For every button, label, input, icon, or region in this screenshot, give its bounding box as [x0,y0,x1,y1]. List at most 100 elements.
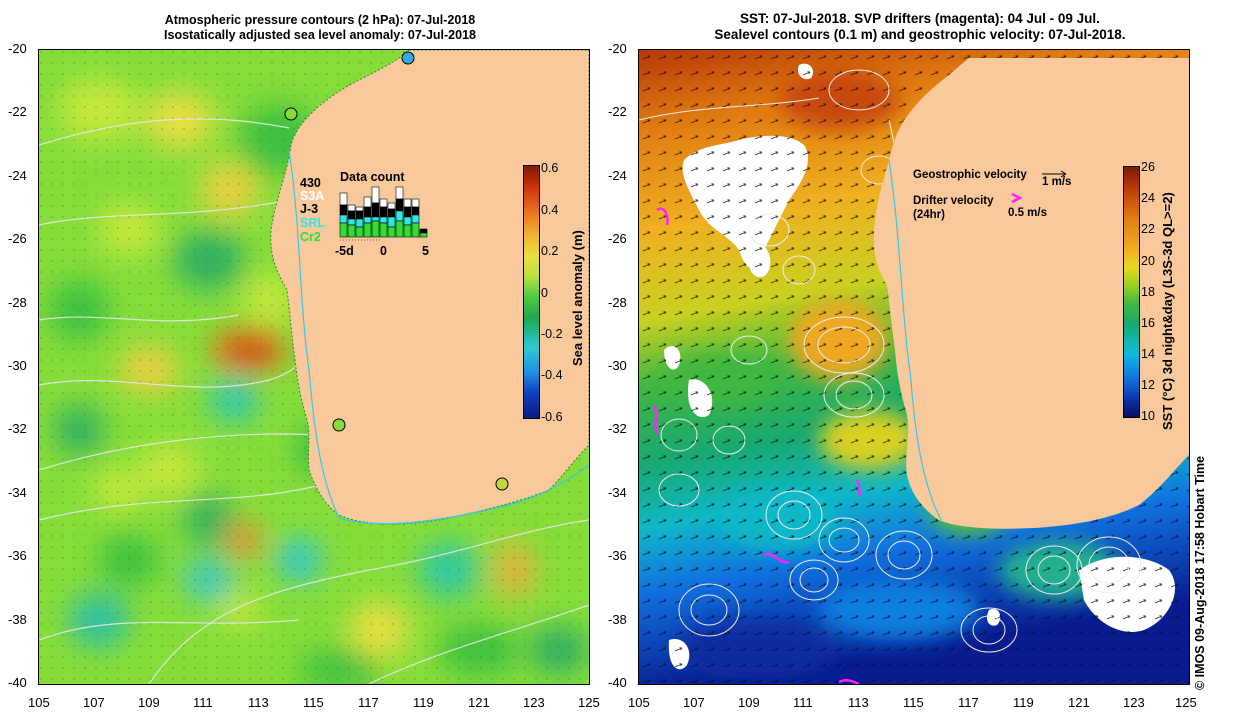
sst-tick: 12 [1141,378,1155,392]
imos-credit: © IMOS 09-Aug-2018 17:58 Hobart Time [1193,455,1207,690]
lat-label: -38 [8,612,27,627]
lat-label: -22 [8,104,27,119]
sla-tick: 0.4 [541,203,559,217]
lon-label: 105 [628,695,650,710]
sst-map[interactable] [638,49,1190,685]
lat-label: -36 [608,548,627,563]
sla-tick: -0.6 [541,410,563,424]
data-count-total: 430 [300,176,321,190]
sla-tick: -0.2 [541,327,563,341]
sla-tick: 0 [541,286,548,300]
geostrophic-velocity-label: Geostrophic velocity [913,169,1027,181]
lon-label: 119 [1013,695,1034,710]
lon-label: 105 [28,695,50,710]
sst-tick: 26 [1141,160,1155,174]
satellite-label-srl: SRL [300,216,325,230]
tide-gauge-marker[interactable] [401,51,415,65]
lat-label: -24 [608,168,627,183]
sst-tick: 24 [1141,191,1155,205]
coastline-current [288,149,589,525]
sst-tick: 16 [1141,316,1155,330]
sealevel-contours [639,69,1142,653]
data-count-xtick: 0 [380,244,387,258]
sst-colorbar [1123,166,1140,418]
sst-map-svg [639,50,1189,684]
sla-tick: 0.6 [541,161,559,175]
lat-label: -32 [608,421,627,436]
lon-label: 107 [683,695,705,710]
lon-label: 119 [413,695,434,710]
satellite-label-j3: J-3 [300,202,319,216]
lat-label: -22 [608,104,627,119]
land-australia-right [873,58,1189,529]
lat-label: -20 [608,41,627,56]
lon-label: 117 [958,695,979,710]
lat-label: -38 [608,612,627,627]
lon-label: 109 [738,695,760,710]
right-title: SST: 07-Jul-2018. SVP drifters (magenta)… [660,11,1180,43]
left-title-line2: Isostatically adjusted sea level anomaly… [164,28,476,42]
lon-label: 113 [848,695,869,710]
sla-colorbar-label: Sea level anomaly (m) [570,230,585,366]
lon-label: 123 [1123,695,1145,710]
sst-colorbar-label: SST (°C) 3d night&day (L3S-3d QL>=2) [1160,192,1175,430]
data-count-xtick: -5d [335,244,354,258]
lat-label: -26 [608,231,627,246]
satellite-label-cr2: Cr2 [300,230,321,244]
lat-label: -28 [608,295,627,310]
left-title: Atmospheric pressure contours (2 hPa): 0… [120,13,520,43]
geostrophic-velocity-arrow [1042,170,1067,178]
lon-label: 113 [248,695,269,710]
lat-label: -26 [8,231,27,246]
coastline-current [888,159,942,521]
sst-tick: 22 [1141,222,1155,236]
sla-colorbar [523,165,540,419]
lat-label: -32 [8,421,27,436]
left-title-line1: Atmospheric pressure contours (2 hPa): 0… [164,13,476,27]
right-title-line2: Sealevel contours (0.1 m) and geostrophi… [714,27,1126,42]
lon-label: 125 [1175,695,1197,710]
geostrophic-velocity-scale: 1 m/s [1042,176,1072,188]
lat-label: -30 [8,358,27,373]
sea-level-map-svg [39,50,589,684]
drifter-tracks[interactable] [652,207,863,684]
lon-label: 111 [193,695,213,710]
data-count-title: Data count [340,170,405,184]
lon-label: 123 [523,695,545,710]
lon-label: 117 [358,695,379,710]
satellite-label-s3a: S3A [300,189,325,203]
right-title-line1: SST: 07-Jul-2018. SVP drifters (magenta)… [740,11,1100,26]
lat-label: -30 [608,358,627,373]
lon-label: 107 [83,695,105,710]
lon-label: 121 [1068,695,1090,710]
lat-label: -28 [8,295,27,310]
sst-tick: 14 [1141,347,1155,361]
lon-label: 125 [578,695,600,710]
sea-level-map[interactable] [38,49,590,685]
lat-label: -34 [8,485,27,500]
drifter-velocity-scale: 0.5 m/s [1008,207,1047,219]
drifter-velocity-label-sub: (24hr) [913,209,945,221]
sla-tick: 0.2 [541,244,559,258]
drifter-velocity-arrow [1011,192,1023,204]
lon-label: 115 [903,695,924,710]
sst-tick: 20 [1141,254,1155,268]
lat-label: -40 [8,675,27,690]
tide-gauge-marker[interactable] [332,418,346,432]
lat-label: -20 [8,41,27,56]
lon-label: 121 [468,695,490,710]
sst-tick: 10 [1141,409,1155,423]
lon-label: 115 [303,695,324,710]
sst-tick: 18 [1141,285,1155,299]
lon-label: 109 [138,695,160,710]
drifter-velocity-label: Drifter velocity [913,195,994,207]
data-count-bars [339,186,428,241]
lat-label: -24 [8,168,27,183]
lon-label: 111 [793,695,813,710]
sla-tick: -0.4 [541,368,563,382]
data-count-xtick: 5 [422,244,429,258]
lat-label: -40 [608,675,627,690]
tide-gauge-marker[interactable] [495,477,509,491]
lat-label: -34 [608,485,627,500]
tide-gauge-marker[interactable] [284,107,298,121]
